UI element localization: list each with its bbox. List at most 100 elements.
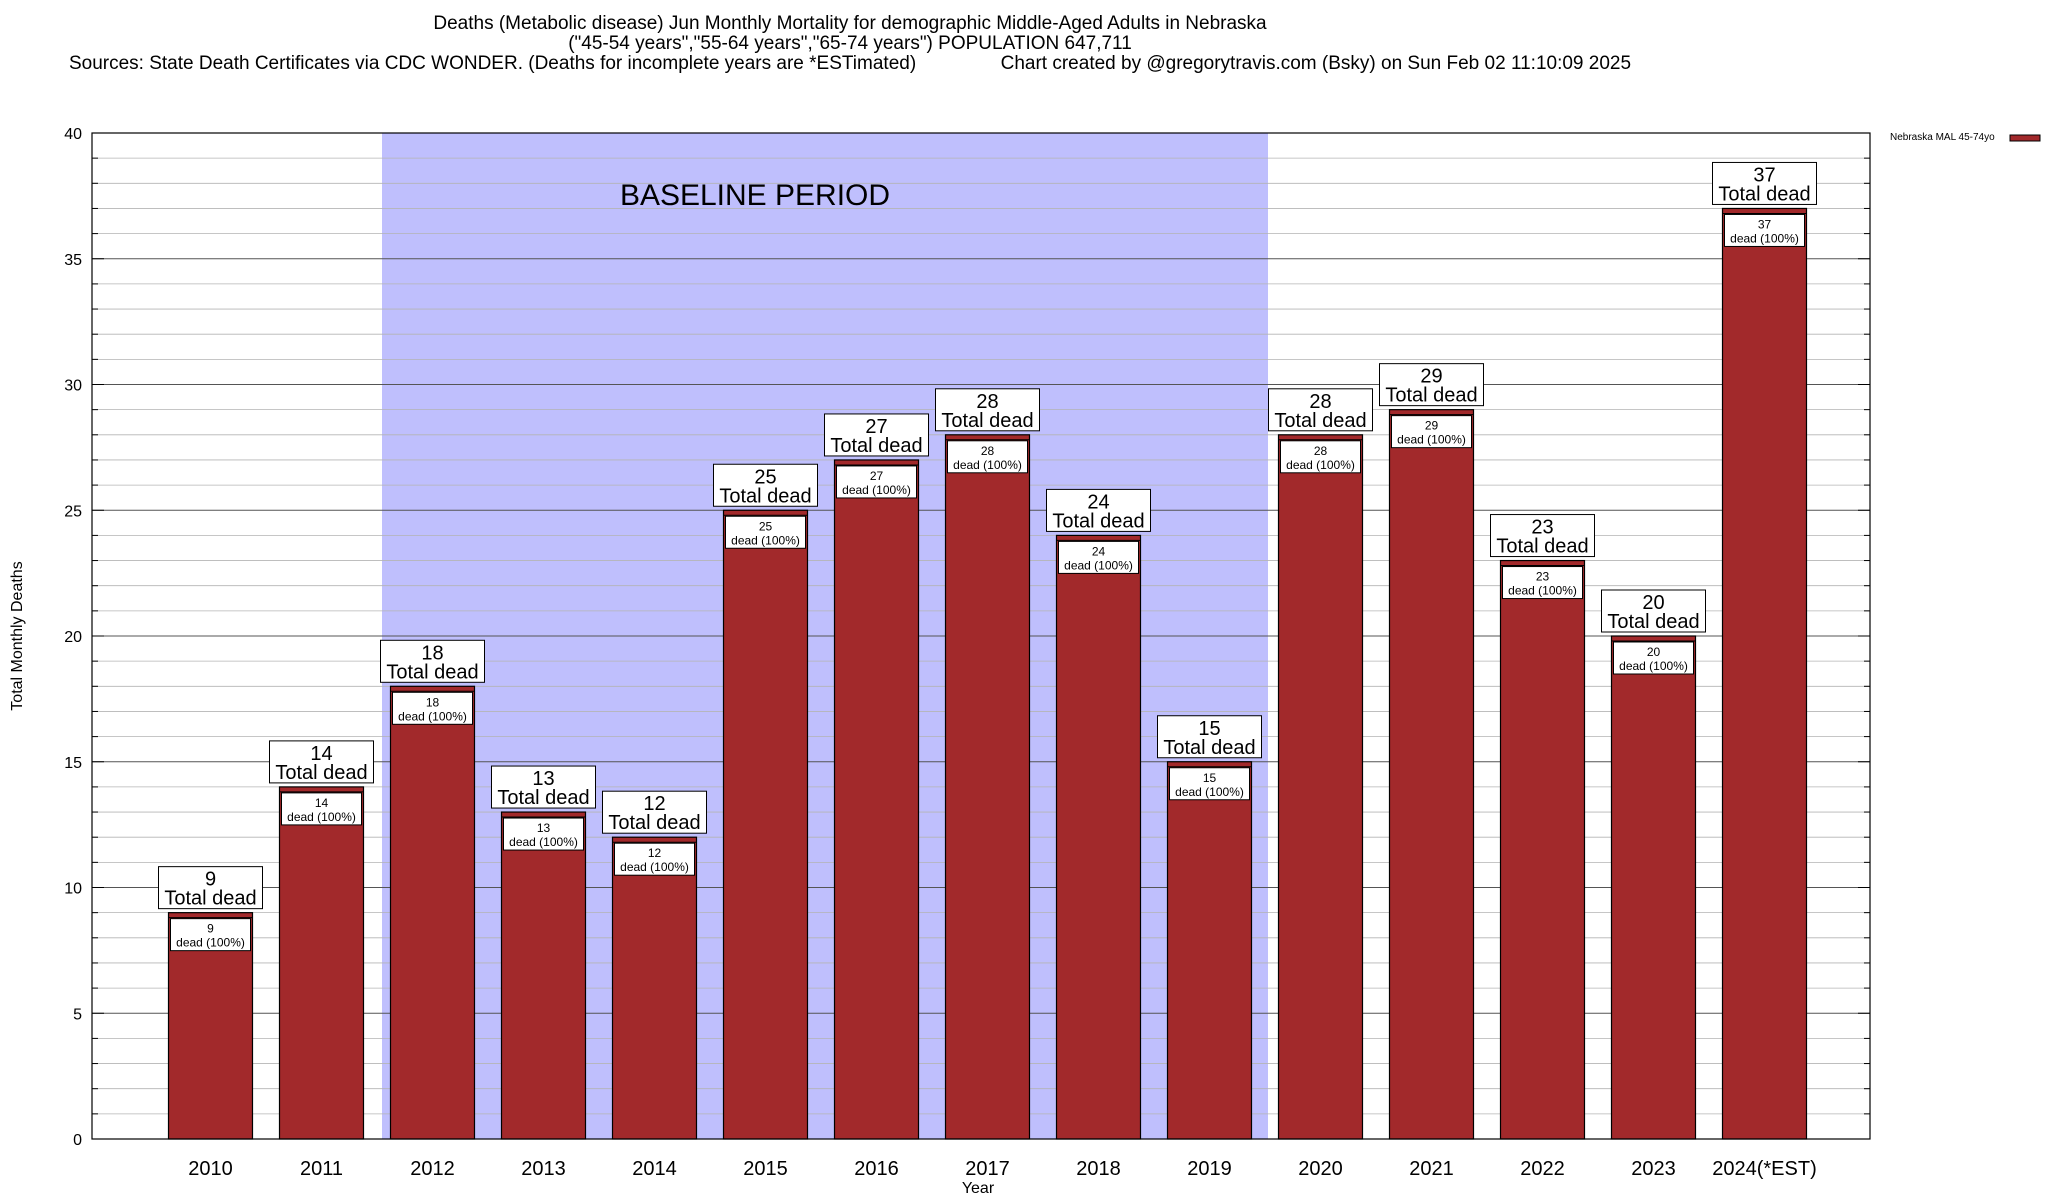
inner-label-box <box>836 465 917 499</box>
total-label-text: Total dead <box>164 888 256 910</box>
y-tick-label: 10 <box>64 881 82 898</box>
y-tick-label: 0 <box>73 1132 82 1149</box>
total-label-count: 18 <box>421 642 443 664</box>
y-tick-label: 25 <box>64 503 82 520</box>
x-tick-label: 2020 <box>1298 1158 1343 1180</box>
inner-label-box <box>1724 213 1805 247</box>
inner-label-box <box>1502 566 1583 600</box>
total-label-count: 28 <box>976 391 998 413</box>
x-tick-label: 2011 <box>300 1158 343 1180</box>
chart-subtitle: ("45-54 years","55-64 years","65-74 year… <box>568 33 1132 54</box>
baseline-period-label: BASELINE PERIOD <box>620 179 890 212</box>
x-tick-label: 2015 <box>743 1158 788 1180</box>
bar <box>1721 207 1808 1140</box>
total-label-count: 9 <box>205 869 216 891</box>
bar <box>833 459 920 1140</box>
inner-label-text: dead (100%) <box>731 533 800 547</box>
y-tick-label: 40 <box>64 126 82 143</box>
total-label-count: 27 <box>865 416 887 438</box>
inner-label-text: dead (100%) <box>287 810 356 824</box>
total-label-box <box>602 790 707 834</box>
total-label-text: Total dead <box>1496 536 1588 558</box>
x-tick-label: 2016 <box>854 1158 899 1180</box>
inner-label-text: dead (100%) <box>1397 433 1466 447</box>
total-label-text: Total dead <box>497 787 589 809</box>
x-tick-label: 2022 <box>1520 1158 1565 1180</box>
total-label-box <box>1490 514 1595 558</box>
total-label-box <box>380 639 485 683</box>
x-tick-label: 2019 <box>1187 1158 1232 1180</box>
x-tick-label: 2021 <box>1409 1158 1454 1180</box>
total-label-box <box>1712 161 1817 205</box>
inner-label-box <box>1169 767 1250 801</box>
inner-label-count: 28 <box>981 444 995 458</box>
legend-label: Nebraska MAL 45-74yo <box>1890 132 1995 143</box>
total-label-box <box>713 463 818 507</box>
bar <box>1277 434 1364 1140</box>
total-label-count: 13 <box>532 768 554 790</box>
bar <box>611 836 698 1140</box>
inner-label-count: 14 <box>315 796 329 810</box>
total-label-text: Total dead <box>1718 183 1810 205</box>
inner-label-count: 12 <box>648 846 662 860</box>
x-tick-label: 2012 <box>410 1158 455 1180</box>
inner-label-box <box>1058 540 1139 574</box>
total-label-text: Total dead <box>941 410 1033 432</box>
total-label-box <box>1157 715 1262 759</box>
inner-label-text: dead (100%) <box>176 936 245 950</box>
legend-swatch <box>2009 134 2041 142</box>
total-label-count: 14 <box>310 743 332 765</box>
total-label-count: 15 <box>1198 718 1220 740</box>
chart-title-block: Deaths (Metabolic disease) Jun Monthly M… <box>0 14 1700 74</box>
inner-label-text: dead (100%) <box>1619 659 1688 673</box>
y-tick-label: 30 <box>64 378 82 395</box>
total-label-box <box>935 388 1040 432</box>
inner-label-text: dead (100%) <box>1064 558 1133 572</box>
bar <box>1388 409 1475 1140</box>
y-tick-label: 35 <box>64 252 82 269</box>
plot-frame <box>91 132 1871 1140</box>
inner-label-text: dead (100%) <box>842 483 911 497</box>
chart-source-line: Sources: State Death Certificates via CD… <box>68 53 1632 74</box>
inner-label-count: 20 <box>1647 645 1661 659</box>
y-tick-label: 20 <box>64 629 82 646</box>
bar <box>1055 534 1142 1140</box>
total-label-text: Total dead <box>719 485 811 507</box>
x-axis-title: Year <box>962 1180 995 1197</box>
bar <box>944 434 1031 1140</box>
total-label-count: 24 <box>1087 491 1109 513</box>
inner-label-box <box>947 440 1028 474</box>
y-tick-label: 15 <box>64 755 82 772</box>
bar <box>389 685 476 1140</box>
inner-label-text: dead (100%) <box>509 835 578 849</box>
total-label-text: Total dead <box>1052 510 1144 532</box>
x-tick-label: 2017 <box>965 1158 1010 1180</box>
inner-label-count: 25 <box>759 519 773 533</box>
total-label-count: 25 <box>754 466 776 488</box>
inner-label-count: 9 <box>207 922 214 936</box>
total-label-text: Total dead <box>275 762 367 784</box>
inner-label-count: 15 <box>1203 771 1217 785</box>
total-label-box <box>824 413 929 457</box>
chart-title: Deaths (Metabolic disease) Jun Monthly M… <box>433 13 1267 34</box>
total-label-box <box>1601 589 1706 633</box>
bar <box>1166 761 1253 1140</box>
total-label-count: 29 <box>1420 366 1442 388</box>
total-label-box <box>491 765 596 809</box>
inner-label-count: 24 <box>1092 544 1106 558</box>
total-label-text: Total dead <box>1163 737 1255 759</box>
x-tick-label: 2024(*EST) <box>1712 1158 1817 1180</box>
total-label-box <box>1379 363 1484 407</box>
inner-label-text: dead (100%) <box>1508 584 1577 598</box>
x-tick-label: 2014 <box>632 1158 677 1180</box>
total-label-box <box>1268 388 1373 432</box>
total-label-count: 37 <box>1753 164 1775 186</box>
y-axis-title: Total Monthly Deaths <box>9 561 26 710</box>
inner-label-box <box>392 691 473 725</box>
x-tick-label: 2010 <box>188 1158 233 1180</box>
inner-label-text: dead (100%) <box>1286 458 1355 472</box>
inner-label-text: dead (100%) <box>953 458 1022 472</box>
x-tick-label: 2018 <box>1076 1158 1121 1180</box>
inner-label-count: 29 <box>1425 419 1439 433</box>
